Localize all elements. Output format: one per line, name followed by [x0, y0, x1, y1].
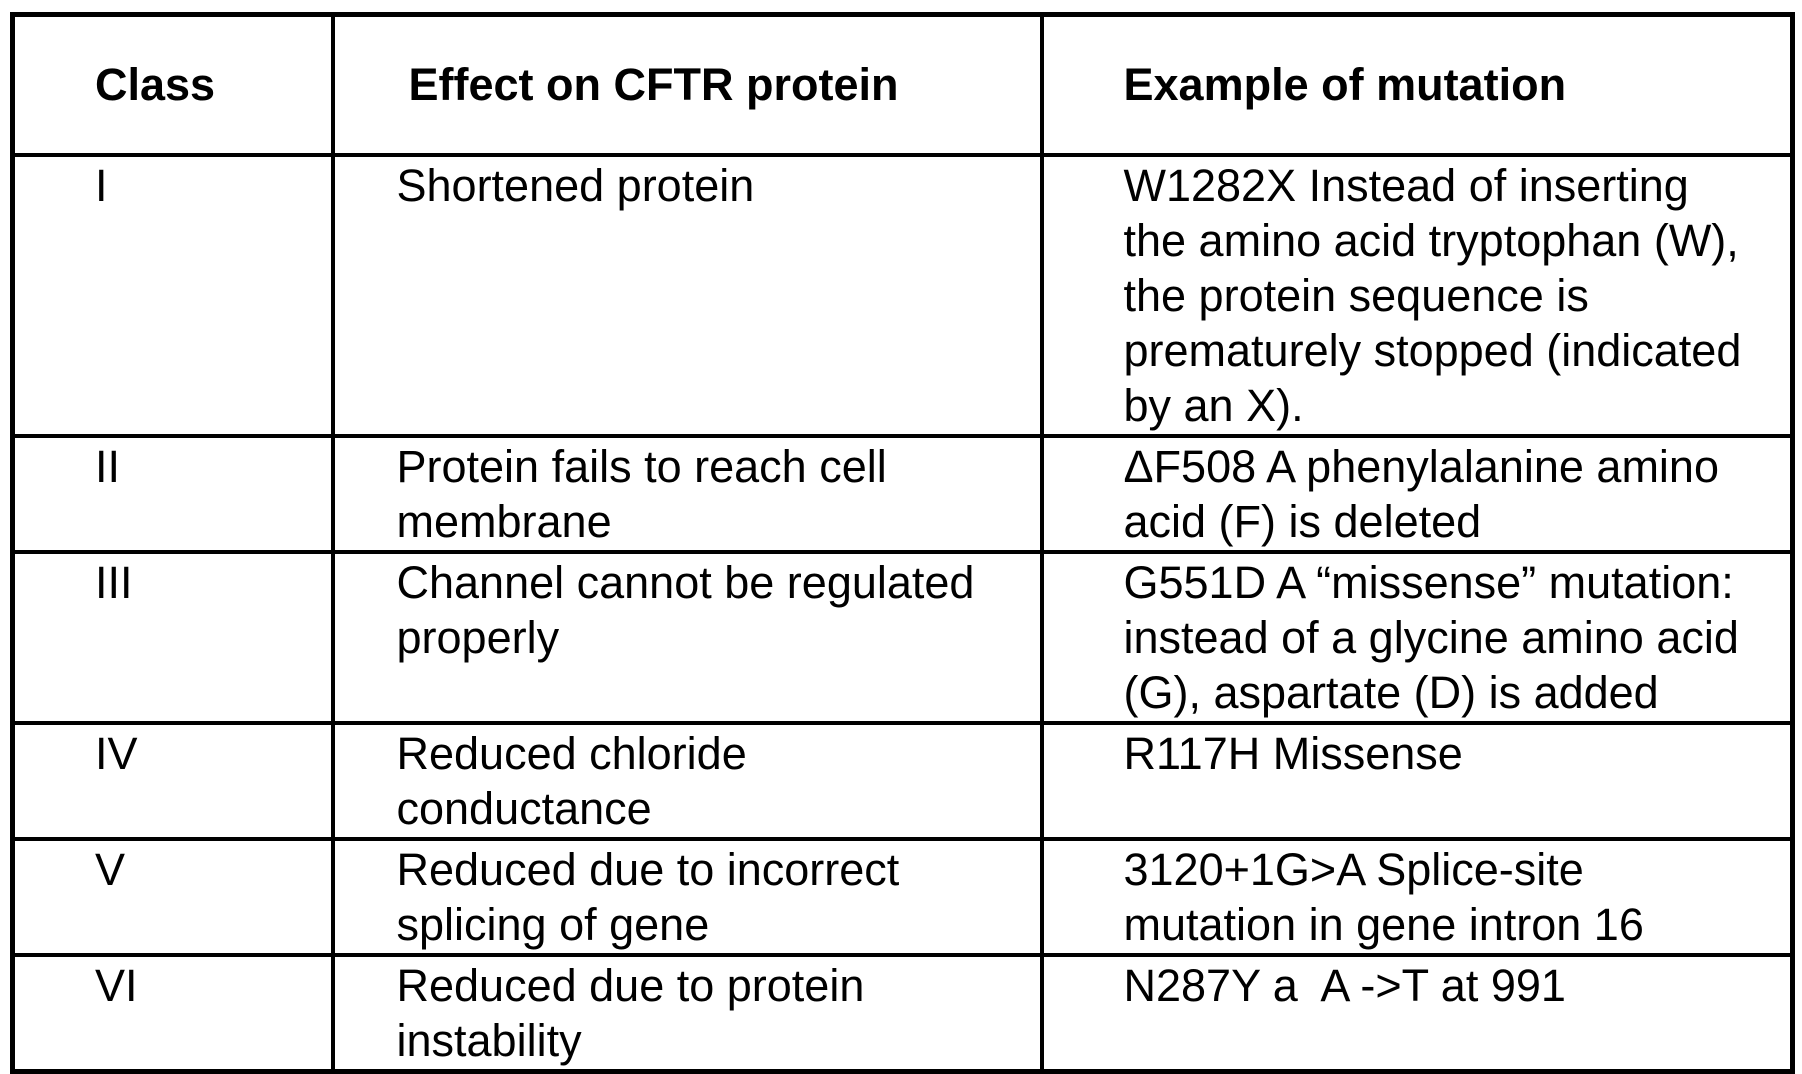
cell-class: VI	[10, 952, 335, 1073]
table-row: IV Reduced chloride conductance R117H Mi…	[10, 720, 1795, 841]
cell-example: R117H Missense	[1039, 720, 1795, 841]
cell-class: III	[10, 549, 335, 725]
cell-effect: Channel cannot be regulated properly	[330, 549, 1044, 725]
table-row: III Channel cannot be regulated properly…	[10, 549, 1795, 725]
cell-effect: Reduced due to protein instability	[330, 952, 1044, 1073]
cell-example: N287Y a A ->T at 991	[1039, 952, 1795, 1073]
cell-class: IV	[10, 720, 335, 841]
table-row: V Reduced due to incorrect splicing of g…	[10, 836, 1795, 957]
cell-example: 3120+1G>A Splice-site mutation in gene i…	[1039, 836, 1795, 957]
header-row: Class Effect on CFTR protein Example of …	[10, 12, 1795, 157]
cell-effect: Shortened protein	[330, 152, 1044, 438]
cell-class: V	[10, 836, 335, 957]
cell-class: I	[10, 152, 335, 438]
table-row: I Shortened protein W1282X Instead of in…	[10, 152, 1795, 438]
table-row: II Protein fails to reach cell membrane …	[10, 433, 1795, 554]
table-row: VI Reduced due to protein instability N2…	[10, 952, 1795, 1073]
cell-class: II	[10, 433, 335, 554]
cell-example: W1282X Instead of inserting the amino ac…	[1039, 152, 1795, 438]
cftr-mutation-class-table: Class Effect on CFTR protein Example of …	[10, 12, 1795, 1074]
cell-effect: Protein fails to reach cell membrane	[330, 433, 1044, 554]
header-cell-effect: Effect on CFTR protein	[330, 12, 1044, 157]
header-cell-example: Example of mutation	[1039, 12, 1795, 157]
cell-effect: Reduced chloride conductance	[330, 720, 1044, 841]
cell-example: ΔF508 A phenylalanine amino acid (F) is …	[1039, 433, 1795, 554]
cell-effect: Reduced due to incorrect splicing of gen…	[330, 836, 1044, 957]
cell-example: G551D A “missense” mutation: instead of …	[1039, 549, 1795, 725]
header-cell-class: Class	[10, 12, 335, 157]
